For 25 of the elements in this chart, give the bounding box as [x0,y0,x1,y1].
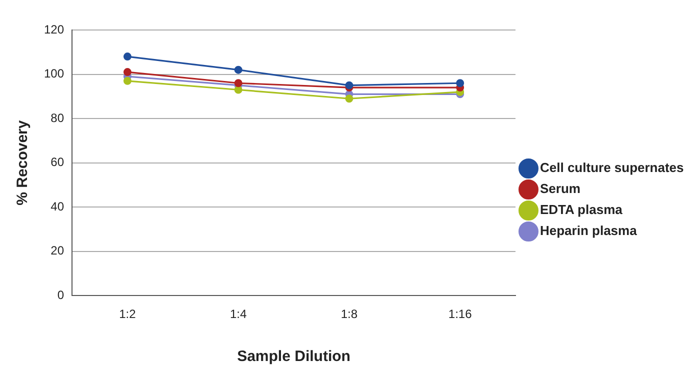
y-tick-label: 0 [57,288,64,302]
y-tick-label: 120 [44,22,64,36]
point [123,76,132,85]
point [345,81,354,90]
y-tick-label: 100 [44,66,64,81]
y-tick-label: 60 [50,155,64,170]
legend-label: Cell culture supernates [540,160,684,176]
x-axis-title: Sample Dilution [237,348,350,366]
point [123,68,132,76]
legend-label: Heparin plasma [540,223,638,238]
y-tick-label: 40 [50,199,64,214]
x-tick-label: 1:16 [448,307,472,322]
x-tick-label: 1:8 [340,307,358,322]
point [234,66,242,74]
point [123,52,132,61]
point [234,86,242,94]
y-tick-label: 80 [50,110,64,125]
point [456,79,464,88]
y-tick-label: 20 [50,244,64,258]
y-axis-title: % Recovery [14,120,32,206]
legend-label: EDTA plasma [540,202,624,218]
legend-label: Serum [540,181,580,196]
x-tick-label: 1:2 [119,307,136,322]
x-tick-label: 1:4 [230,307,247,322]
point [345,94,354,103]
